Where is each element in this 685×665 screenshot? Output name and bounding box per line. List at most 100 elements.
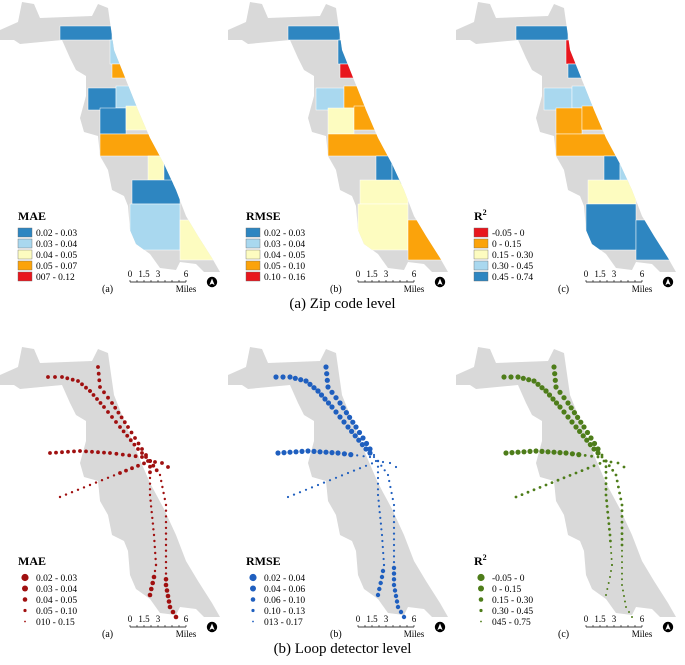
detector-point [147,592,153,598]
detector-point [620,503,624,507]
legend-label: 0.10 - 0.13 [264,607,305,617]
detector-point [383,469,386,472]
detector-point [97,378,102,383]
detector-point [280,374,286,380]
detector-point [392,588,398,593]
zip-polygon [125,105,155,131]
zip-polygon [353,105,383,131]
detector-point [503,450,509,456]
legend-swatch [17,227,33,238]
detector-point [374,459,378,463]
detector-point [620,537,624,541]
scale-bar-label: 6 [412,614,417,624]
detector-point [133,454,138,459]
detector-point [376,493,380,497]
legend-title: MAE [18,554,46,568]
detector-point [501,374,507,380]
detector-point [509,450,515,456]
detector-point [136,447,140,451]
panel-label: (b) [330,284,342,295]
detector-point [164,543,168,547]
detector-point [322,396,328,402]
legend-symbol [479,608,483,613]
detector-point [78,449,82,453]
detector-point [116,410,121,415]
detector-point [557,404,563,410]
zip-polygon [343,85,367,109]
detector-point [353,424,359,430]
legend-symbol [250,585,256,592]
detector-point [153,539,156,543]
zip-polygon [179,219,215,261]
detector-point [591,446,597,452]
zip-polygon [287,25,341,41]
detector-point [386,473,390,477]
detector-point [118,425,122,429]
detector-point [380,568,386,574]
detector-point [114,451,119,456]
detector-point [275,450,281,456]
detector-point [54,450,58,455]
scale-bar: 0 1.5 3 6 Miles [128,269,197,294]
detector-point [600,455,604,459]
detector-point [151,522,155,525]
detector-point [340,474,344,477]
detector-point [543,388,549,394]
scale-bar-label: 1.5 [366,269,378,279]
detector-point [539,448,545,454]
legend: RMSE 0.02 - 0.030.03 - 0.040.04 - 0.050.0… [245,209,305,283]
detector-point [392,543,396,547]
detector-point [352,469,356,472]
detector-point [378,580,383,586]
detector-point [363,446,369,452]
detector-point [110,401,114,405]
scale-bar-label: 0 [128,269,133,279]
zip-polygon [593,91,617,107]
detector-point [378,511,381,514]
zip-polygon [365,91,389,107]
detector-point [376,488,380,491]
zip-level-caption: (a) Zip code level [289,296,396,312]
detector-point [568,405,574,411]
detector-point [602,459,606,463]
detector-point [152,533,156,537]
scale-bar-label: 1.5 [366,614,378,624]
detector-point [553,384,559,390]
detector-point [382,557,385,561]
detector-point [148,488,152,491]
zip-polygon [407,219,443,261]
north-arrow-pointer [665,623,671,630]
legend-symbol [22,585,28,592]
legend-label: 045 - 0.75 [492,618,531,628]
zip-polygon [131,179,181,205]
detector-point [98,401,103,405]
detector-point [545,449,551,455]
detector-point [390,491,393,495]
detector-point [569,451,575,457]
detector-point [584,429,591,436]
detector-point [151,463,156,468]
detector-point [149,586,154,592]
legend-label: 0.02 - 0.03 [36,574,77,584]
detector-point [376,459,380,463]
zip-polygon [87,87,117,111]
detector-point [299,448,305,454]
detector-point [325,400,332,406]
detector-point [621,549,623,552]
detector-point [150,510,153,514]
detector-point [388,461,392,465]
detector-point [286,495,290,499]
detector-point [620,532,624,535]
detector-point [375,592,381,598]
detector-point [605,499,608,503]
detector-point [281,450,287,456]
detector-point [578,419,584,425]
detector-point [565,400,571,406]
detector-point [376,482,380,485]
detector-point [317,449,323,455]
legend-title: R2 [474,208,487,223]
detector-point [618,491,621,495]
detector-point [620,543,624,547]
legend-swatch [17,271,33,282]
detector-point [292,493,296,496]
